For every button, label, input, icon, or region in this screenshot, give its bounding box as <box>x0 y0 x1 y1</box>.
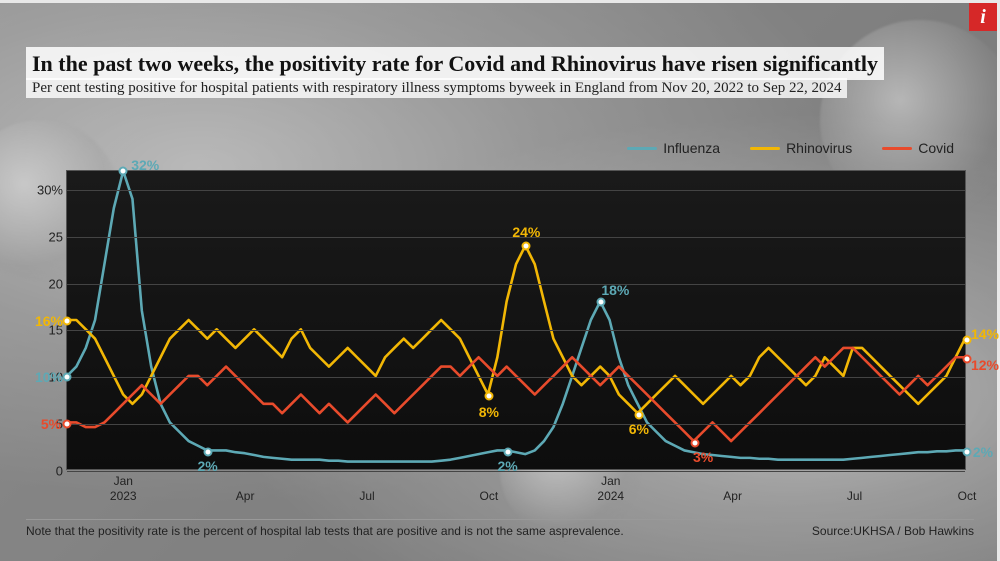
gridline <box>67 190 965 191</box>
callout-dot <box>63 317 72 326</box>
callout-label: 2% <box>498 458 518 474</box>
callout-label: 8% <box>479 404 499 420</box>
legend-swatch <box>882 147 912 150</box>
chart-title: In the past two weeks, the positivity ra… <box>26 47 884 80</box>
callout-label: 2% <box>198 458 218 474</box>
callout-dot <box>634 410 643 419</box>
gridline <box>67 330 965 331</box>
callout-dot <box>691 438 700 447</box>
callout-label: 14% <box>971 326 999 342</box>
callout-dot <box>503 448 512 457</box>
y-axis-label: 30% <box>29 182 63 197</box>
callout-label: 18% <box>601 282 629 298</box>
chart-subtitle: Per cent testing positive for hospital p… <box>26 78 847 98</box>
callout-label: 16% <box>35 313 63 329</box>
gridline <box>67 377 965 378</box>
source: Source:UKHSA / Bob Hawkins <box>812 524 974 538</box>
callout-dot <box>119 167 128 176</box>
publisher-badge: i <box>969 3 997 31</box>
callout-label: 2% <box>973 444 993 460</box>
series-line <box>67 348 965 441</box>
gridline <box>67 424 965 425</box>
callout-dot <box>522 242 531 251</box>
x-axis-label: Jul <box>359 489 374 503</box>
y-axis-label: 25 <box>29 229 63 244</box>
x-axis-label: Apr <box>723 489 742 503</box>
chart-area: Influenza Rhinovirus Covid 051015202530%Ja… <box>26 140 974 500</box>
legend-label: Covid <box>918 140 954 156</box>
legend-item: Rhinovirus <box>750 140 852 156</box>
x-axis-label: Jan2023 <box>110 474 137 503</box>
chart-card: In the past two weeks, the positivity ra… <box>18 40 982 542</box>
x-axis-label: Oct <box>480 489 499 503</box>
x-axis-label: Jul <box>847 489 862 503</box>
callout-label: 32% <box>131 157 159 173</box>
legend-item: Influenza <box>627 140 720 156</box>
gridline <box>67 284 965 285</box>
legend: Influenza Rhinovirus Covid <box>627 140 954 156</box>
title-block: In the past two weeks, the positivity ra… <box>18 40 982 101</box>
callout-dot <box>203 448 212 457</box>
plot: 051015202530%Jan2023AprJulOctJan2024AprJ… <box>66 170 966 470</box>
legend-swatch <box>627 147 657 150</box>
callout-dot <box>597 298 606 307</box>
callout-label: 3% <box>693 449 713 465</box>
legend-label: Rhinovirus <box>786 140 852 156</box>
legend-swatch <box>750 147 780 150</box>
x-axis-label: Oct <box>958 489 977 503</box>
series-line <box>67 246 965 414</box>
callout-label: 24% <box>512 224 540 240</box>
callout-label: 6% <box>629 421 649 437</box>
callout-dot <box>63 373 72 382</box>
x-axis-label: Apr <box>236 489 255 503</box>
callout-label: 12% <box>971 357 999 373</box>
y-axis-label: 20 <box>29 276 63 291</box>
callout-dot <box>963 448 972 457</box>
footer-note: Note that the positivity rate is the per… <box>26 524 624 538</box>
x-axis-label: Jan2024 <box>597 474 624 503</box>
y-axis-label: 0 <box>29 464 63 479</box>
series-line <box>67 171 965 462</box>
callout-dot <box>63 420 72 429</box>
callout-dot <box>484 392 493 401</box>
callout-label: 10% <box>35 369 63 385</box>
legend-item: Covid <box>882 140 954 156</box>
legend-label: Influenza <box>663 140 720 156</box>
footer: Note that the positivity rate is the per… <box>26 519 974 538</box>
callout-label: 5% <box>41 416 61 432</box>
